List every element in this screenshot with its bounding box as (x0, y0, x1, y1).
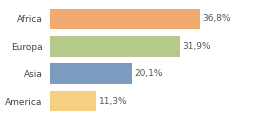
Text: 31,9%: 31,9% (183, 42, 211, 51)
Bar (50, 63, 132, 84)
Bar (50, 9, 200, 29)
Text: 11,3%: 11,3% (99, 96, 127, 105)
Text: 36,8%: 36,8% (203, 15, 231, 24)
Text: 20,1%: 20,1% (135, 69, 163, 78)
Bar (50, 91, 96, 111)
Bar (50, 36, 180, 57)
